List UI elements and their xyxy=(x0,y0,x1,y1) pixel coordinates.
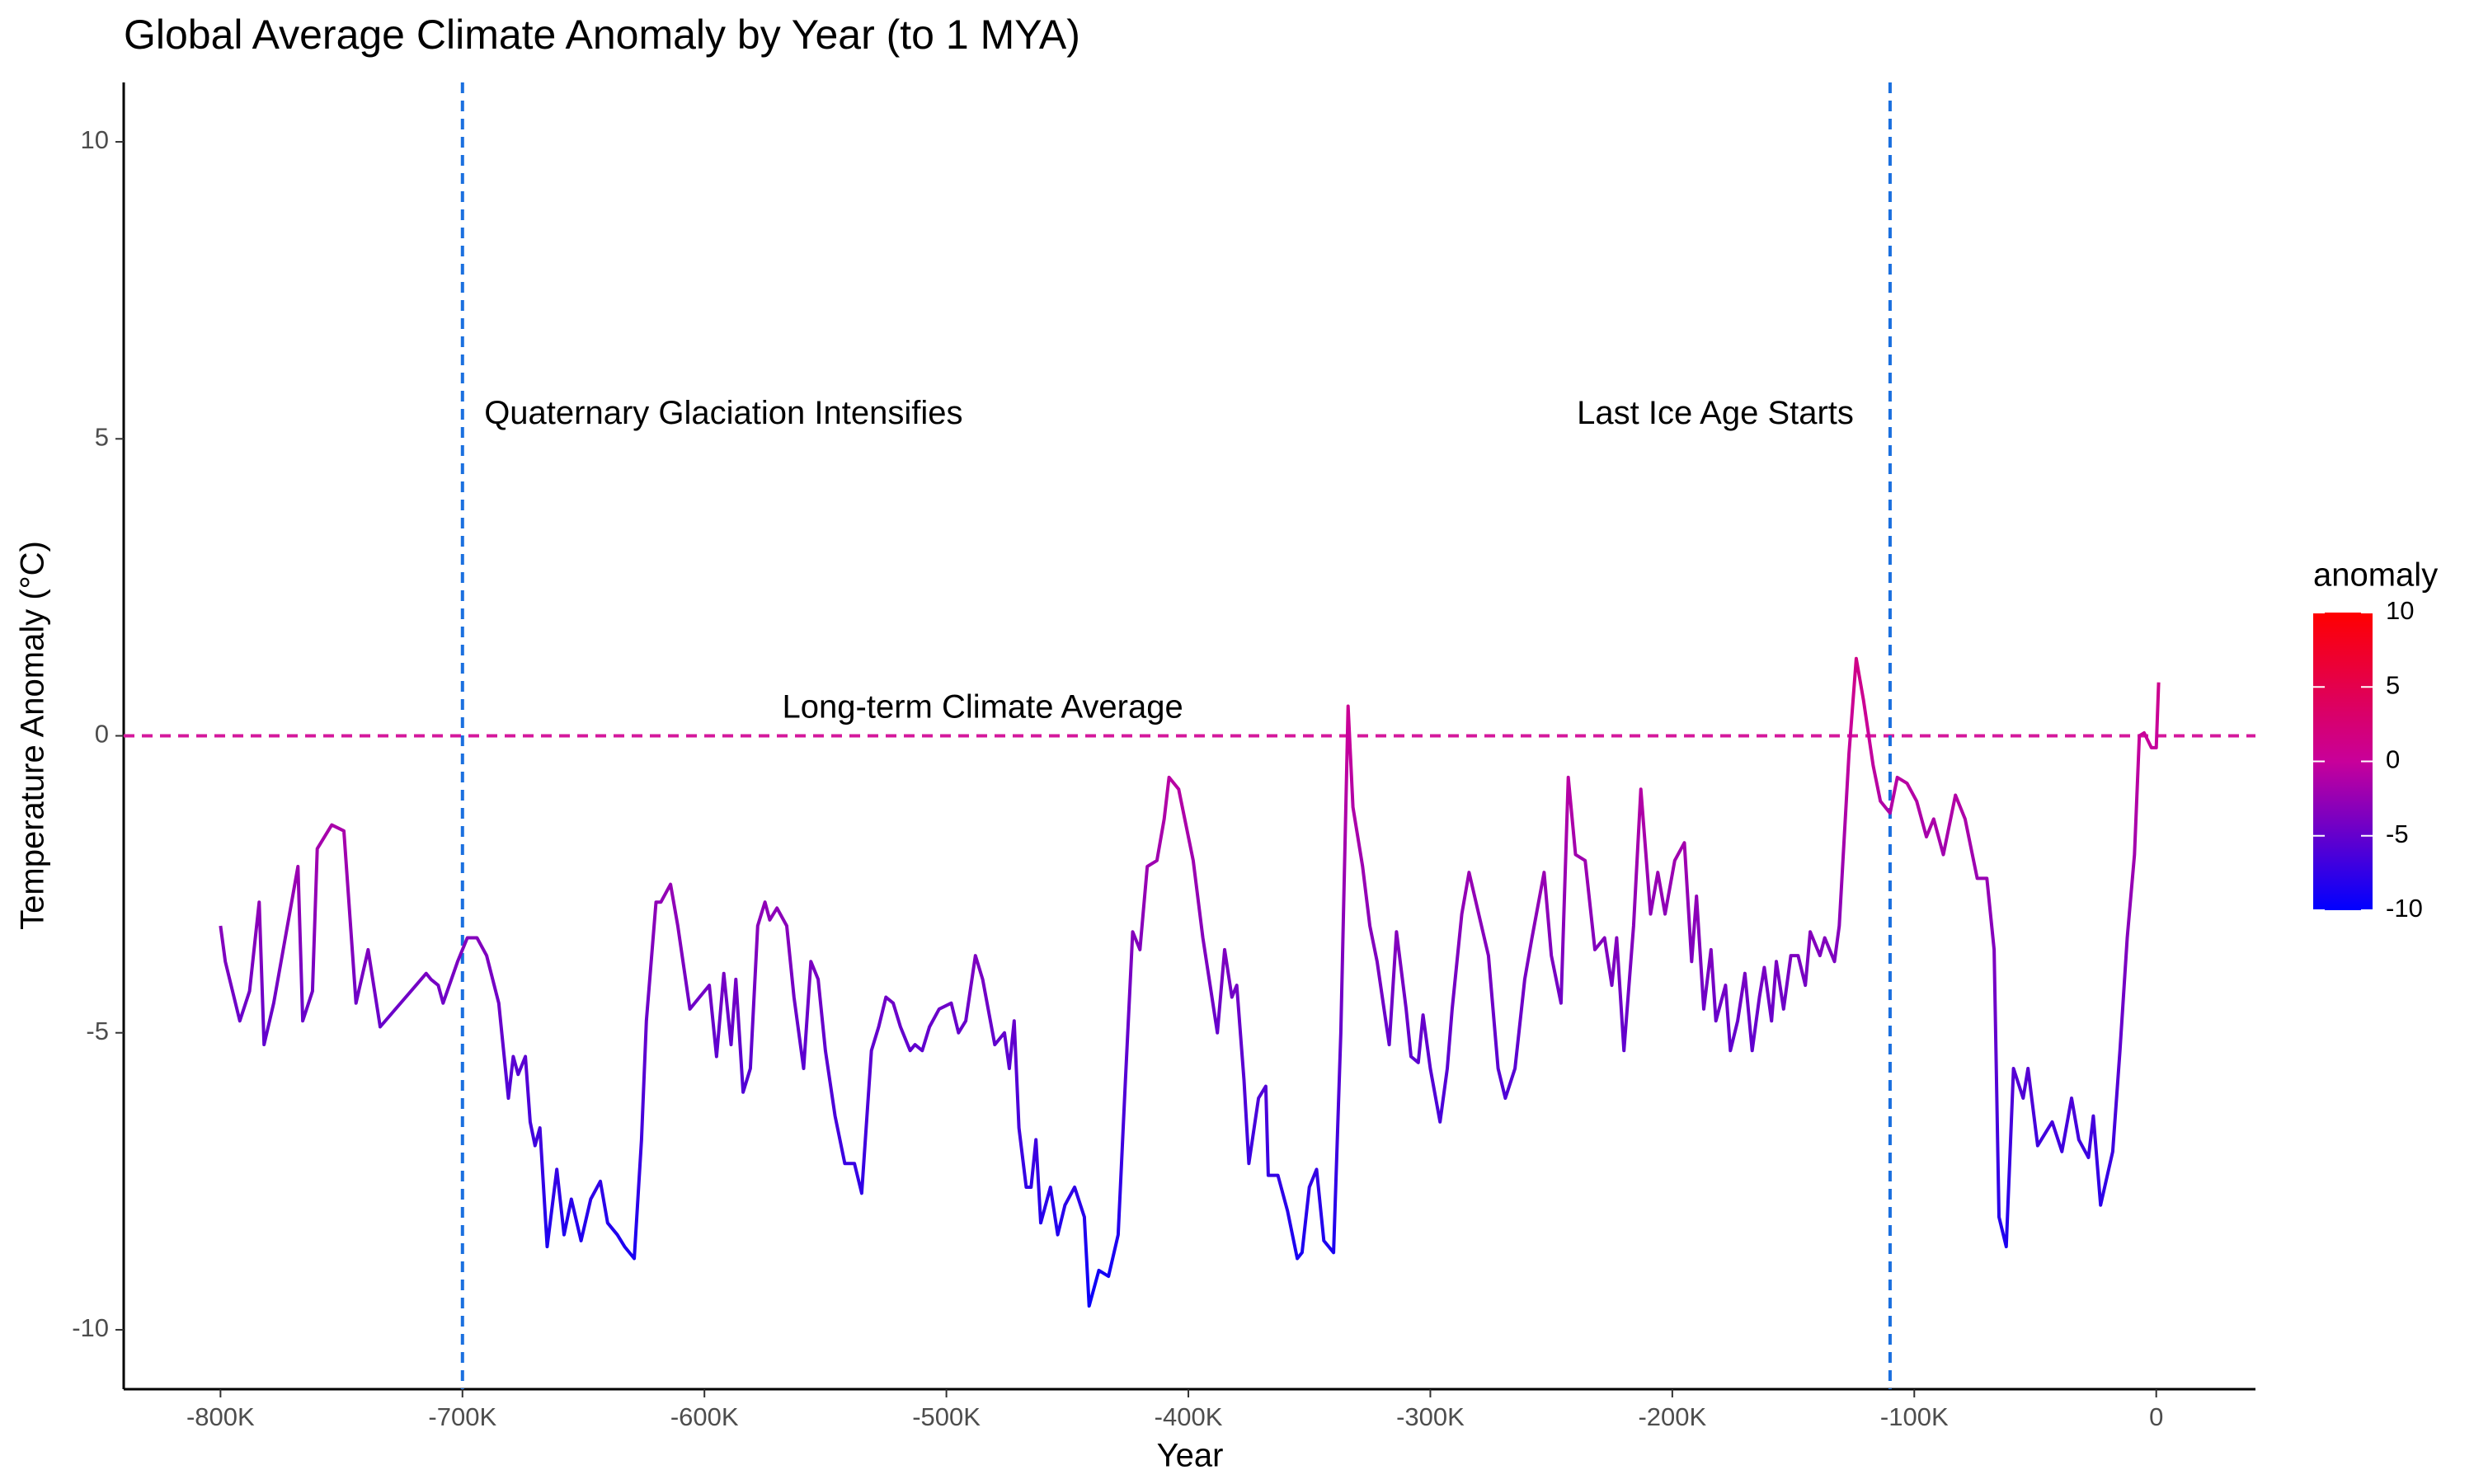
x-axis-title: Year xyxy=(1157,1438,1224,1474)
annotation: Quaternary Glaciation Intensifies xyxy=(484,395,962,431)
colorbar-tick-label: 5 xyxy=(2386,670,2400,699)
x-tick-label: -200K xyxy=(1638,1402,1706,1431)
y-tick-label: 0 xyxy=(95,720,109,749)
y-tick-label: -5 xyxy=(86,1017,109,1045)
anomaly-line xyxy=(219,656,2161,1308)
chart-title: Global Average Climate Anomaly by Year (… xyxy=(124,12,1080,58)
x-tick-label: -800K xyxy=(186,1402,255,1431)
x-tick-label: -500K xyxy=(912,1402,981,1431)
annotation: Last Ice Age Starts xyxy=(1577,395,1854,431)
x-tick-label: -600K xyxy=(670,1402,739,1431)
x-tick-label: -100K xyxy=(1880,1402,1949,1431)
legend-title: anomaly xyxy=(2313,557,2438,594)
colorbar-tick-label: 0 xyxy=(2386,745,2400,774)
colorbar-tick-label: 10 xyxy=(2386,596,2414,625)
y-axis-title: Temperature Anomaly (°C) xyxy=(15,541,51,930)
x-tick-label: -700K xyxy=(428,1402,496,1431)
y-tick-label: -10 xyxy=(72,1313,109,1342)
annotation: Long-term Climate Average xyxy=(783,689,1183,726)
x-tick-label: -300K xyxy=(1396,1402,1465,1431)
colorbar-tick-label: -10 xyxy=(2386,894,2423,923)
colorbar-tick-label: -5 xyxy=(2386,819,2409,848)
x-tick-label: -400K xyxy=(1155,1402,1223,1431)
y-tick-label: 10 xyxy=(81,125,109,154)
x-tick-label: 0 xyxy=(2149,1402,2163,1431)
y-tick-label: 5 xyxy=(95,422,109,451)
